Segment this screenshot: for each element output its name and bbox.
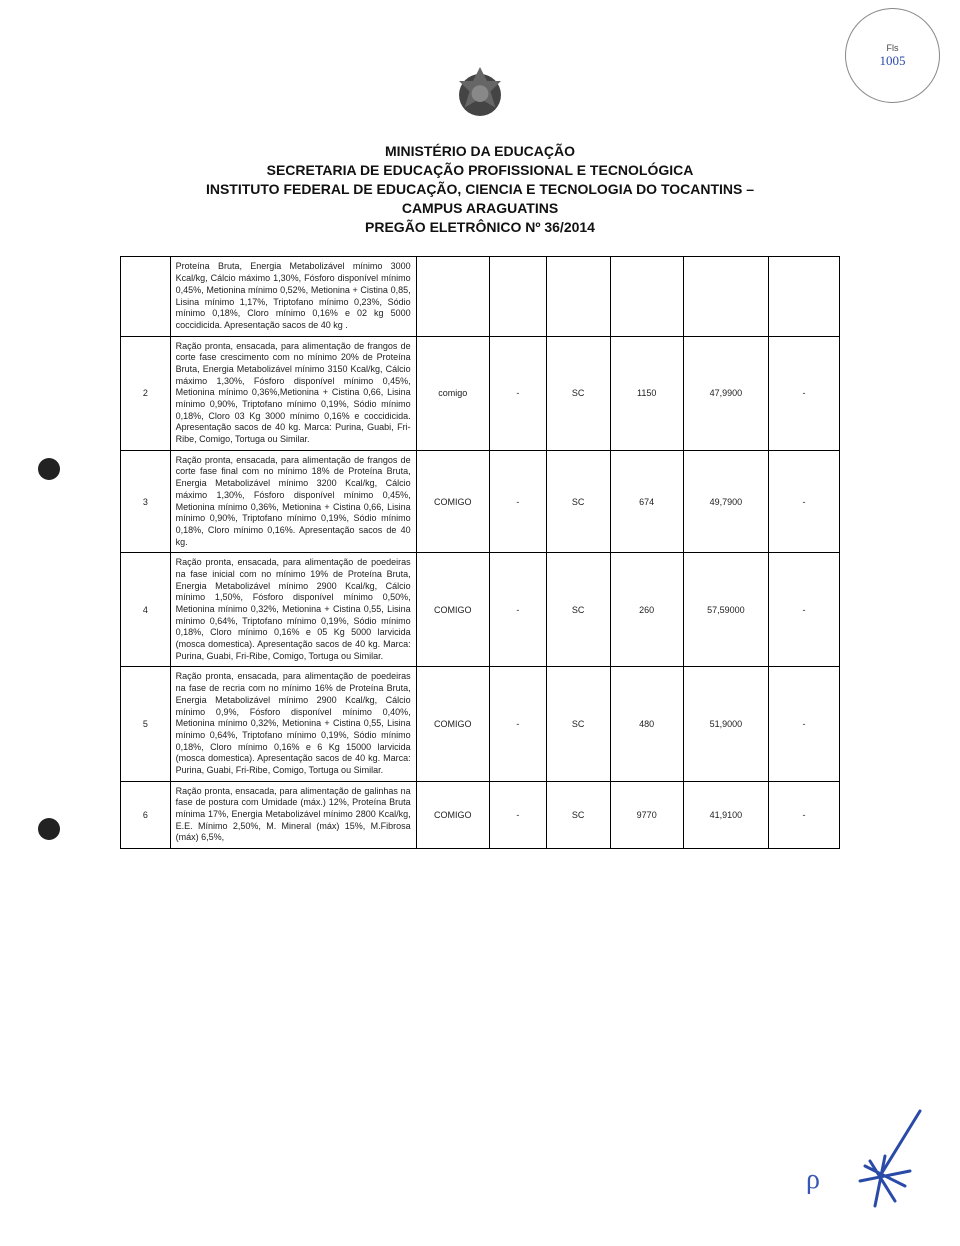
cell-col4 <box>489 257 546 336</box>
cell-col4: - <box>489 667 546 781</box>
cell-brand: comigo <box>416 336 489 450</box>
cell-description: Ração pronta, ensacada, para alimentação… <box>170 336 416 450</box>
header-line-3: INSTITUTO FEDERAL DE EDUCAÇÃO, CIENCIA E… <box>60 180 900 199</box>
cell-description: Proteína Bruta, Energia Metabolizável mí… <box>170 257 416 336</box>
cell-price: 47,9900 <box>683 336 768 450</box>
cell-description: Ração pronta, ensacada, para alimentação… <box>170 553 416 667</box>
cell-brand <box>416 257 489 336</box>
cell-col8: - <box>768 553 839 667</box>
cell-quantity: 674 <box>610 450 683 553</box>
table-body: Proteína Bruta, Energia Metabolizável mí… <box>121 257 840 849</box>
cell-quantity: 260 <box>610 553 683 667</box>
protocol-stamp: Fls 1005 <box>845 8 940 103</box>
cell-col8: - <box>768 667 839 781</box>
document-page: Fls 1005 MINISTÉRIO DA EDUCAÇÃO SECRETAR… <box>0 0 960 1246</box>
cell-quantity: 480 <box>610 667 683 781</box>
cell-price: 57,59000 <box>683 553 768 667</box>
cell-col8: - <box>768 781 839 848</box>
cell-brand: COMIGO <box>416 553 489 667</box>
cell-quantity <box>610 257 683 336</box>
table-row: 4 Ração pronta, ensacada, para alimentaç… <box>121 553 840 667</box>
cell-description: Ração pronta, ensacada, para alimentação… <box>170 781 416 848</box>
table-row: 2 Ração pronta, ensacada, para alimentaç… <box>121 336 840 450</box>
cell-item-number: 4 <box>121 553 171 667</box>
cell-price: 51,9000 <box>683 667 768 781</box>
cell-col4: - <box>489 553 546 667</box>
cell-unit <box>546 257 610 336</box>
document-header: MINISTÉRIO DA EDUCAÇÃO SECRETARIA DE EDU… <box>60 142 900 236</box>
cell-item-number <box>121 257 171 336</box>
cell-unit: SC <box>546 667 610 781</box>
cell-description: Ração pronta, ensacada, para alimentação… <box>170 667 416 781</box>
cell-unit: SC <box>546 553 610 667</box>
national-crest-icon <box>445 60 515 130</box>
table-row: 5 Ração pronta, ensacada, para alimentaç… <box>121 667 840 781</box>
cell-description: Ração pronta, ensacada, para alimentação… <box>170 450 416 553</box>
cell-unit: SC <box>546 450 610 553</box>
cell-col4: - <box>489 450 546 553</box>
table-row: 3 Ração pronta, ensacada, para alimentaç… <box>121 450 840 553</box>
cell-brand: COMIGO <box>416 781 489 848</box>
cell-col8: - <box>768 450 839 553</box>
header-line-4: CAMPUS ARAGUATINS <box>60 199 900 218</box>
header-line-5: PREGÃO ELETRÔNICO Nº 36/2014 <box>60 218 900 237</box>
cell-unit: SC <box>546 336 610 450</box>
table-row: Proteína Bruta, Energia Metabolizável mí… <box>121 257 840 336</box>
cell-quantity: 9770 <box>610 781 683 848</box>
signature-icon <box>835 1106 925 1216</box>
table-row: 6 Ração pronta, ensacada, para alimentaç… <box>121 781 840 848</box>
cell-col8 <box>768 257 839 336</box>
cell-col4: - <box>489 336 546 450</box>
cell-col8: - <box>768 336 839 450</box>
cell-item-number: 3 <box>121 450 171 553</box>
cell-quantity: 1150 <box>610 336 683 450</box>
cell-item-number: 5 <box>121 667 171 781</box>
cell-price <box>683 257 768 336</box>
cell-price: 49,7900 <box>683 450 768 553</box>
cell-unit: SC <box>546 781 610 848</box>
cell-item-number: 6 <box>121 781 171 848</box>
cell-brand: COMIGO <box>416 450 489 553</box>
punch-hole-icon <box>38 458 60 480</box>
specification-table: Proteína Bruta, Energia Metabolizável mí… <box>120 256 840 849</box>
cell-price: 41,9100 <box>683 781 768 848</box>
cell-col4: - <box>489 781 546 848</box>
header-line-2: SECRETARIA DE EDUCAÇÃO PROFISSIONAL E TE… <box>60 161 900 180</box>
stamp-fls-label: Fls <box>887 43 899 53</box>
cell-brand: COMIGO <box>416 667 489 781</box>
punch-hole-icon <box>38 818 60 840</box>
initial-mark-icon: ρ <box>806 1164 820 1196</box>
header-line-1: MINISTÉRIO DA EDUCAÇÃO <box>60 142 900 161</box>
stamp-number: 1005 <box>880 53 906 69</box>
cell-item-number: 2 <box>121 336 171 450</box>
